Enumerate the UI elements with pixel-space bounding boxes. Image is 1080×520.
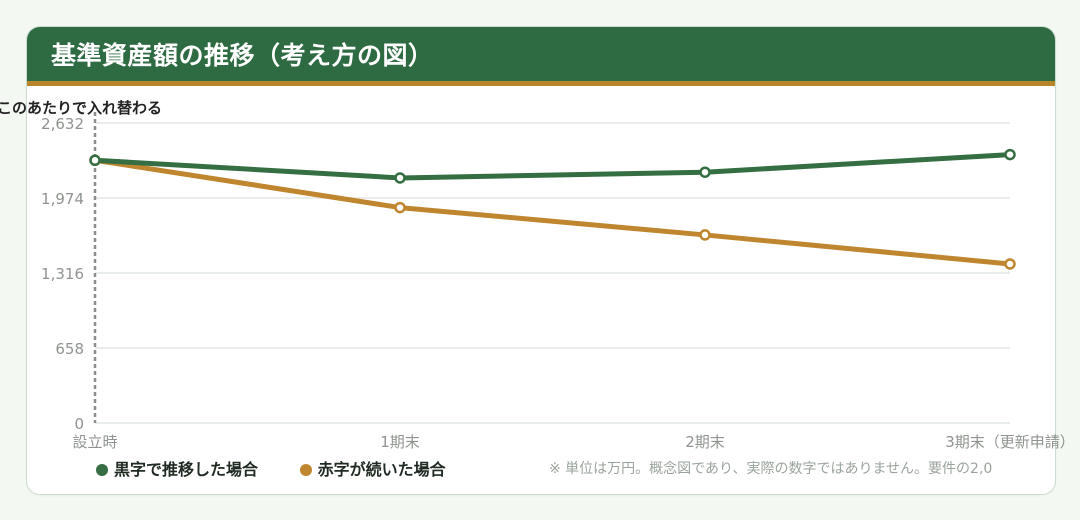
x-tick-label: 設立時 <box>72 433 117 451</box>
series-line-0 <box>92 152 1013 181</box>
x-tick-label: 3期末（更新申請） <box>945 433 1075 451</box>
chart-footnote: ※ 単位は万円。概念図であり、実際の数字ではありません。要件の2,0 <box>549 461 993 477</box>
chart-header: 基準資産額の推移（考え方の図） <box>27 27 1055 86</box>
legend-item-loss: 赤字が続いた場合 <box>299 456 446 480</box>
x-axis-ticks: 設立時 1期末 2期末 3期末（更新申請） <box>72 433 1074 451</box>
legend-label-profit: 黒字で推移した場合 <box>114 460 259 479</box>
series-lines <box>92 152 1013 267</box>
data-point-1 <box>699 229 711 241</box>
legend-item-profit: 黒字で推移した場合 <box>96 456 258 480</box>
x-tick-label: 1期末 <box>380 433 420 451</box>
y-tick-label: 1,974 <box>41 190 84 208</box>
y-axis-ticks: 0 658 1,316 1,974 2,632 <box>41 115 84 433</box>
series-line-1 <box>92 157 1013 267</box>
data-point-1 <box>1004 258 1016 270</box>
data-point-0 <box>699 166 711 178</box>
legend-label-loss: 赤字が続いた場合 <box>317 460 446 479</box>
legend-swatch-profit <box>96 464 108 476</box>
data-point-0 <box>89 154 101 167</box>
legend-swatch-loss <box>299 464 312 476</box>
crossover-annotation: ここのあたりで入れ替わる <box>0 99 162 117</box>
data-point-0 <box>394 172 406 184</box>
y-tick-label: 0 <box>74 415 84 433</box>
x-tick-label: 2期末 <box>685 433 725 451</box>
data-point-1 <box>394 201 406 214</box>
grid-lines <box>95 122 1010 424</box>
y-tick-label: 1,316 <box>41 265 84 283</box>
chart-card: 基準資産額の推移（考え方の図） <box>26 26 1056 495</box>
y-tick-label: 2,632 <box>41 115 84 133</box>
data-point-0 <box>1004 148 1016 161</box>
series-points <box>89 148 1016 270</box>
y-tick-label: 658 <box>55 340 84 358</box>
chart-legend: 黒字で推移した場合 赤字が続いた場合 <box>96 456 482 480</box>
chart-title: 基準資産額の推移（考え方の図） <box>51 41 434 70</box>
